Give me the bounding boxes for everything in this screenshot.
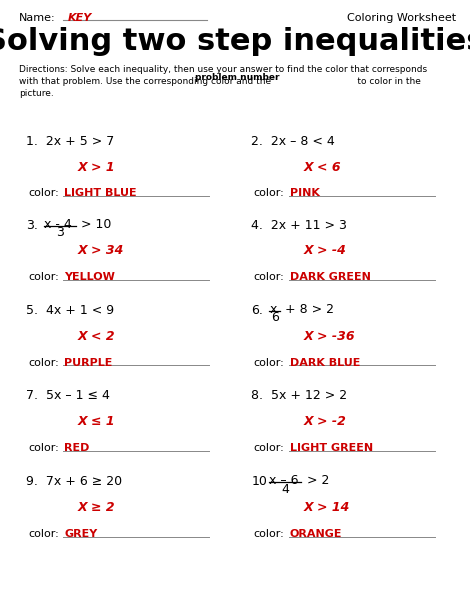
Text: 4: 4 [282,483,290,496]
Text: 1.  2x + 5 > 7: 1. 2x + 5 > 7 [26,135,114,148]
Text: > 10: > 10 [81,218,112,230]
Text: color:: color: [254,188,284,198]
Text: x: x [269,303,277,316]
Text: X > 34: X > 34 [78,244,124,257]
Text: 3: 3 [56,226,64,239]
Text: color:: color: [28,358,59,367]
Text: 2.  2x – 8 < 4: 2. 2x – 8 < 4 [251,135,335,148]
Text: color:: color: [254,529,284,539]
Text: color:: color: [254,358,284,367]
Text: color:: color: [254,272,284,282]
Text: color:: color: [28,529,59,539]
Text: problem number: problem number [195,73,280,82]
Text: 5.  4x + 1 < 9: 5. 4x + 1 < 9 [26,304,114,317]
Text: GREY: GREY [64,529,98,539]
Text: x – 6: x – 6 [269,474,299,487]
Text: X < 6: X < 6 [303,161,341,173]
Text: + 8 > 2: + 8 > 2 [285,303,334,316]
Text: 10: 10 [251,475,267,488]
Text: 3.: 3. [26,219,38,232]
Text: LIGHT BLUE: LIGHT BLUE [64,188,137,198]
Text: color:: color: [28,443,59,452]
Text: > 2: > 2 [307,474,329,487]
Text: color:: color: [254,443,284,452]
Text: X > 1: X > 1 [78,161,115,173]
Text: PURPLE: PURPLE [64,358,113,367]
Text: 6.: 6. [251,304,263,317]
Text: color:: color: [28,272,59,282]
Text: ORANGE: ORANGE [290,529,343,539]
Text: 9.  7x + 6 ≥ 20: 9. 7x + 6 ≥ 20 [26,475,122,488]
Text: X ≥ 2: X ≥ 2 [78,501,115,514]
Text: 8.  5x + 12 > 2: 8. 5x + 12 > 2 [251,389,348,402]
Text: x - 4: x - 4 [44,218,71,230]
Text: DARK GREEN: DARK GREEN [290,272,371,282]
Text: 7.  5x – 1 ≤ 4: 7. 5x – 1 ≤ 4 [26,389,110,402]
Text: X > 14: X > 14 [303,501,350,514]
Text: Directions: Solve each inequality, then use your answer to find the color that c: Directions: Solve each inequality, then … [19,65,427,98]
Text: X > -4: X > -4 [303,244,346,257]
Text: 6: 6 [271,311,279,324]
Text: 4.  2x + 11 > 3: 4. 2x + 11 > 3 [251,219,347,232]
Text: color:: color: [28,188,59,198]
Text: X > -2: X > -2 [303,415,346,427]
Text: Name:: Name: [19,13,55,23]
Text: YELLOW: YELLOW [64,272,115,282]
Text: KEY: KEY [68,13,93,23]
Text: Coloring Worksheet: Coloring Worksheet [347,13,456,23]
Text: PINK: PINK [290,188,320,198]
Text: Solving two step inequalities: Solving two step inequalities [0,27,470,57]
Text: LIGHT GREEN: LIGHT GREEN [290,443,373,452]
Text: RED: RED [64,443,90,452]
Text: X > -36: X > -36 [303,330,355,342]
Text: X ≤ 1: X ≤ 1 [78,415,115,427]
Text: DARK BLUE: DARK BLUE [290,358,360,367]
Text: X < 2: X < 2 [78,330,115,342]
